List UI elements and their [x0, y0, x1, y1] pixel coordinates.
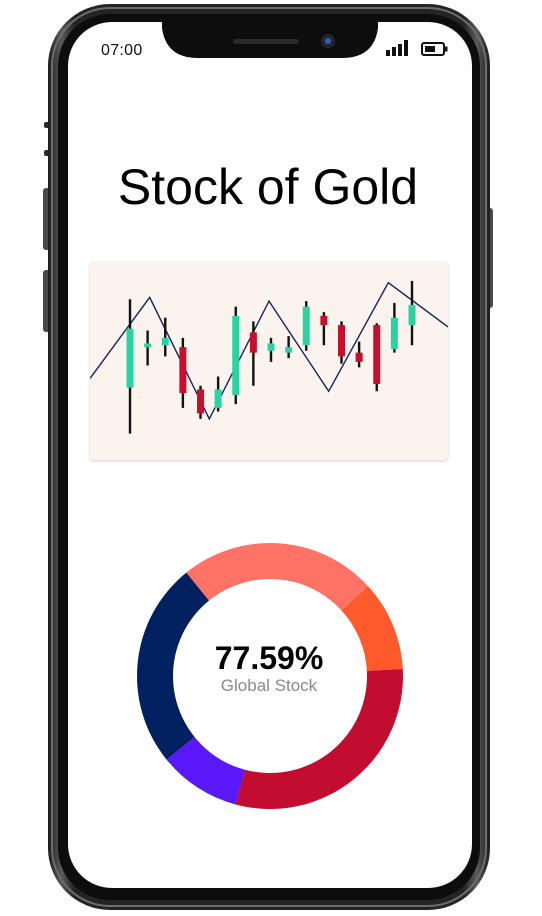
page-title: Stock of Gold [117, 159, 419, 215]
donut-label: Global Stock [220, 676, 318, 695]
candle [355, 341, 363, 368]
candle [320, 312, 328, 346]
cellular-signal-icon [386, 40, 408, 56]
donut-chart [137, 543, 403, 809]
candle [232, 306, 240, 405]
candle [214, 376, 222, 412]
candle [179, 337, 187, 408]
donut-slice [235, 669, 403, 809]
candle [338, 321, 345, 364]
donut-slice [186, 543, 368, 611]
candle [285, 336, 293, 359]
candle [126, 299, 134, 434]
status-time: 07:00 [101, 42, 143, 59]
candlestick-chart [90, 280, 448, 434]
candle [408, 280, 416, 346]
candle [249, 321, 257, 386]
candle [373, 323, 381, 392]
candle [197, 385, 204, 419]
speaker-grille [233, 39, 299, 44]
donut-slice [166, 737, 245, 805]
battery-icon [421, 42, 448, 56]
donut-slice [341, 585, 403, 671]
candle [390, 302, 398, 353]
donut-value: 77.59% [214, 640, 324, 676]
status-icons [386, 40, 448, 56]
candle [302, 301, 310, 351]
donut-slice [137, 572, 209, 760]
candle [161, 317, 169, 357]
trend-line [90, 281, 448, 421]
candlestick-chart-card [90, 262, 448, 460]
candle [267, 337, 275, 362]
donut-center: 77.59% Global Stock [171, 640, 367, 696]
candle [144, 330, 152, 366]
